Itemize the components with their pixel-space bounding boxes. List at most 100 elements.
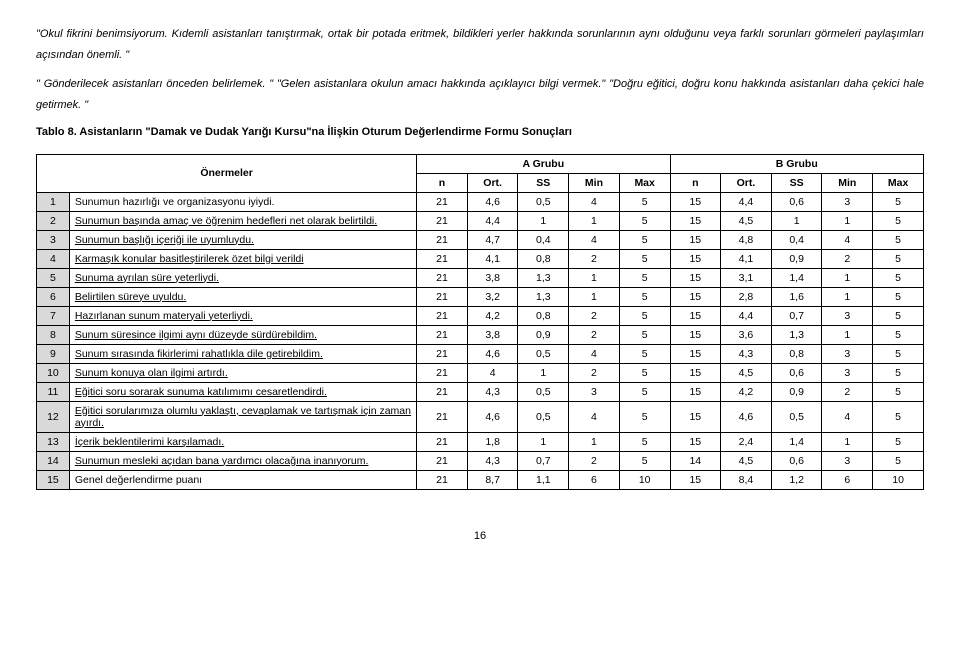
table-row: 9Sunum sırasında fikirlerimi rahatlıkla … <box>37 344 924 363</box>
row-value: 1,3 <box>518 287 569 306</box>
row-value: 8,4 <box>721 470 772 489</box>
row-index: 11 <box>37 382 70 401</box>
row-value: 0,5 <box>518 344 569 363</box>
page-number: 16 <box>36 530 924 542</box>
table-row: 14Sunumun mesleki açıdan bana yardımcı o… <box>37 451 924 470</box>
evaluation-table: Önermeler A Grubu B Grubu nOrt.SSMinMaxn… <box>36 154 924 490</box>
row-value: 15 <box>670 268 721 287</box>
header-col: Ort. <box>721 173 772 192</box>
row-description: Eğitici soru sorarak sunuma katılımımı c… <box>69 382 416 401</box>
row-value: 3 <box>822 451 873 470</box>
paragraph-quote-1: "Okul fikrini benimsiyorum. Kıdemli asis… <box>36 24 924 66</box>
row-value: 15 <box>670 382 721 401</box>
row-value: 5 <box>619 432 670 451</box>
row-index: 14 <box>37 451 70 470</box>
row-value: 5 <box>619 401 670 432</box>
row-value: 1 <box>518 211 569 230</box>
row-value: 0,6 <box>771 451 822 470</box>
row-value: 5 <box>873 249 924 268</box>
row-description: Sunumun hazırlığı ve organizasyonu iyiyd… <box>69 192 416 211</box>
row-value: 21 <box>417 287 468 306</box>
row-index: 6 <box>37 287 70 306</box>
table-row: 10Sunum konuya olan ilgimi artırdı.21412… <box>37 363 924 382</box>
row-value: 6 <box>569 470 620 489</box>
row-value: 5 <box>873 287 924 306</box>
row-value: 15 <box>670 192 721 211</box>
row-value: 3 <box>822 192 873 211</box>
row-index: 13 <box>37 432 70 451</box>
row-value: 15 <box>670 344 721 363</box>
row-value: 4,6 <box>467 192 518 211</box>
row-value: 5 <box>619 192 670 211</box>
row-value: 3,8 <box>467 268 518 287</box>
header-onermeler: Önermeler <box>37 154 417 192</box>
row-value: 15 <box>670 249 721 268</box>
row-value: 15 <box>670 211 721 230</box>
table-row: 1Sunumun hazırlığı ve organizasyonu iyiy… <box>37 192 924 211</box>
row-value: 5 <box>873 382 924 401</box>
row-value: 5 <box>873 325 924 344</box>
row-value: 5 <box>619 287 670 306</box>
row-value: 0,7 <box>518 451 569 470</box>
row-value: 3 <box>822 363 873 382</box>
row-description: Sunumun mesleki açıdan bana yardımcı ola… <box>69 451 416 470</box>
table-caption: Tablo 8. Asistanların "Damak ve Dudak Ya… <box>36 126 924 138</box>
row-value: 1,8 <box>467 432 518 451</box>
row-value: 0,4 <box>771 230 822 249</box>
row-value: 0,6 <box>771 192 822 211</box>
row-value: 21 <box>417 382 468 401</box>
row-description: Sunum sırasında fikirlerimi rahatlıkla d… <box>69 344 416 363</box>
header-col: Max <box>873 173 924 192</box>
row-index: 7 <box>37 306 70 325</box>
row-value: 0,7 <box>771 306 822 325</box>
row-value: 4,8 <box>721 230 772 249</box>
row-value: 5 <box>619 230 670 249</box>
row-value: 0,5 <box>518 382 569 401</box>
row-value: 4,6 <box>721 401 772 432</box>
row-description: İçerik beklentilerimi karşılamadı. <box>69 432 416 451</box>
row-value: 3,1 <box>721 268 772 287</box>
row-value: 4,1 <box>467 249 518 268</box>
row-value: 4 <box>569 230 620 249</box>
row-value: 0,5 <box>518 192 569 211</box>
row-value: 1 <box>569 268 620 287</box>
header-group-b: B Grubu <box>670 154 923 173</box>
row-value: 1 <box>822 211 873 230</box>
row-value: 8,7 <box>467 470 518 489</box>
row-value: 4,3 <box>467 451 518 470</box>
row-value: 4 <box>569 401 620 432</box>
row-value: 4,3 <box>467 382 518 401</box>
row-value: 4,5 <box>721 211 772 230</box>
row-index: 2 <box>37 211 70 230</box>
row-value: 0,9 <box>771 382 822 401</box>
row-value: 4 <box>822 401 873 432</box>
header-col: Min <box>569 173 620 192</box>
row-value: 3 <box>569 382 620 401</box>
row-value: 21 <box>417 325 468 344</box>
row-value: 4,3 <box>721 344 772 363</box>
row-value: 2 <box>569 451 620 470</box>
row-value: 1 <box>822 432 873 451</box>
row-value: 4,6 <box>467 344 518 363</box>
row-value: 1,3 <box>771 325 822 344</box>
row-value: 21 <box>417 230 468 249</box>
row-value: 5 <box>619 325 670 344</box>
row-value: 3,2 <box>467 287 518 306</box>
row-value: 5 <box>873 432 924 451</box>
row-value: 21 <box>417 192 468 211</box>
row-value: 3 <box>822 344 873 363</box>
table-row: 8Sunum süresince ilgimi aynı düzeyde sür… <box>37 325 924 344</box>
row-value: 21 <box>417 268 468 287</box>
row-value: 15 <box>670 325 721 344</box>
row-value: 5 <box>873 306 924 325</box>
row-value: 4 <box>467 363 518 382</box>
row-value: 5 <box>619 306 670 325</box>
row-description: Sunuma ayrılan süre yeterliydi. <box>69 268 416 287</box>
row-index: 3 <box>37 230 70 249</box>
row-value: 0,8 <box>518 249 569 268</box>
row-value: 2 <box>822 382 873 401</box>
row-value: 5 <box>873 211 924 230</box>
table-row: 5Sunuma ayrılan süre yeterliydi.213,81,3… <box>37 268 924 287</box>
row-value: 1 <box>822 287 873 306</box>
row-value: 1 <box>569 287 620 306</box>
